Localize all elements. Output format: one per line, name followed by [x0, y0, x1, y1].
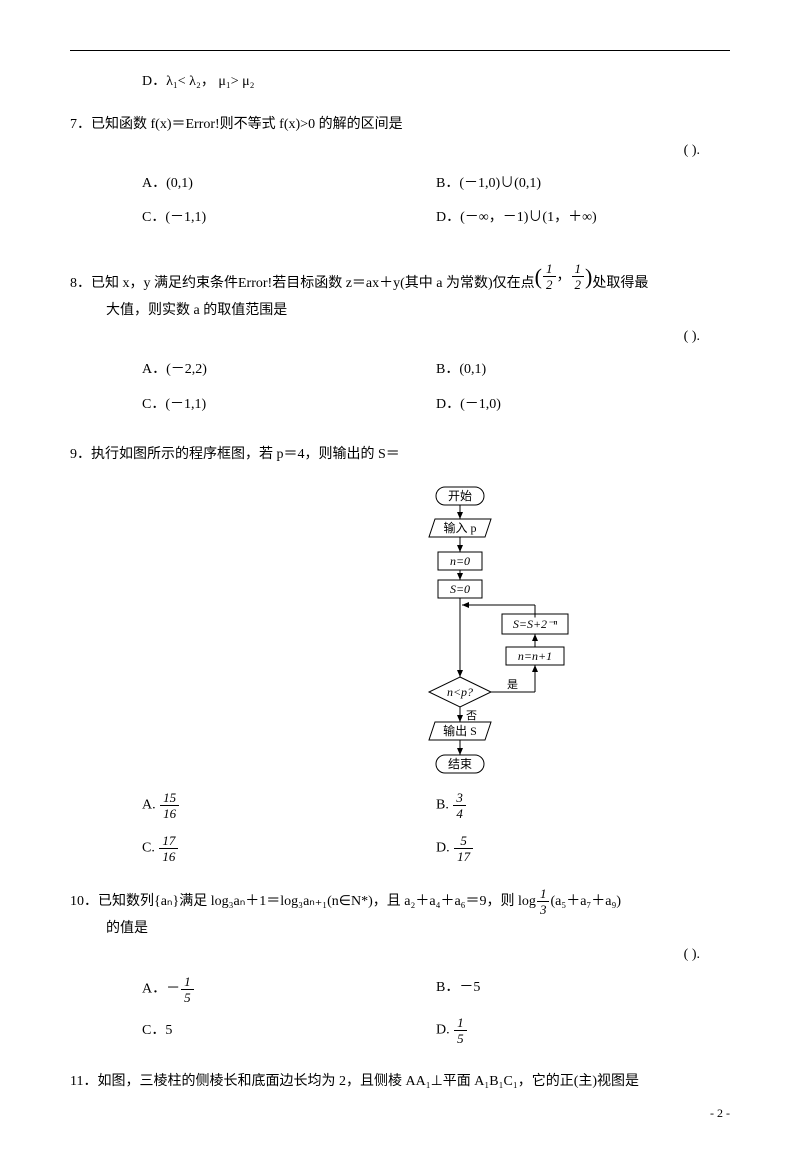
q10-text3: 的值是 [106, 916, 730, 943]
q9-optA: A. 1516 [142, 791, 436, 820]
q10-logbase: 13 [537, 887, 550, 916]
top-rule [70, 50, 730, 51]
q7-optA: A．(0,1) [142, 171, 436, 198]
q10-text1: 已知数列{aₙ}满足 log₃aₙ＋1＝log₃aₙ₊₁(n∈N*)，且 a₂＋… [98, 889, 536, 916]
q10-optB: B．－5 [436, 975, 730, 1002]
q6-optD: D．λ₁< λ₂， μ₁> μ₂ [142, 69, 730, 96]
svg-text:否: 否 [466, 710, 477, 722]
q10-optD: D. 15 [436, 1016, 730, 1045]
q8-optB: B．(0,1) [436, 357, 730, 384]
q8-paren: ( ). [70, 324, 700, 351]
svg-text:n=0: n=0 [450, 554, 470, 568]
svg-text:是: 是 [507, 678, 518, 691]
q8-optA: A．(－2,2) [142, 357, 436, 384]
q7-optC: C．(－1,1) [142, 205, 436, 232]
q7-optD: D．(－∞，－1)∪(1，＋∞) [436, 205, 730, 232]
question-9: 9．执行如图所示的程序框图，若 p＝4，则输出的 S＝ 开始输入 p n=0 S=0… [70, 442, 730, 871]
q8-options: A．(－2,2) C．(－1,1) B．(0,1) D．(－1,0) [142, 357, 730, 426]
q9-optD: D. 517 [436, 834, 730, 863]
q10-optC: C．5 [142, 1018, 436, 1045]
q8-text2: 处取得最 [592, 271, 648, 298]
q8-text3: 大值，则实数 a 的取值范围是 [106, 298, 730, 325]
q10-options: A．－15 C．5 B．－5 D. 15 [142, 975, 730, 1053]
q8-num: 8． [70, 271, 91, 298]
svg-text:输入 p: 输入 p [443, 520, 476, 535]
question-8: 8． 已知 x，y 满足约束条件Error!若目标函数 z＝ax＋y(其中 a … [70, 256, 730, 426]
svg-text:开始: 开始 [448, 489, 472, 503]
question-11: 11．如图，三棱柱的侧棱长和底面边长均为 2，且侧棱 AA₁⊥平面 A₁B₁C₁… [70, 1069, 730, 1096]
q8-point: ( 12 ， 12 ) [535, 256, 593, 298]
question-7: 7．已知函数 f(x)＝Error!则不等式 f(x)>0 的解的区间是 ( )… [70, 112, 730, 240]
flowchart: 开始输入 pn=0S=0S=S+2⁻ⁿn=n+1n<p?输出 S结束是否 ( )… [380, 477, 730, 777]
q10-optA: A．－15 [142, 975, 436, 1004]
q7-options: A．(0,1) C．(－1,1) B．(－1,0)∪(0,1) D．(－∞，－1… [142, 171, 730, 240]
svg-text:S=0: S=0 [450, 582, 470, 596]
page-number: - 2 - [710, 1106, 730, 1121]
question-10: 10． 已知数列{aₙ}满足 log₃aₙ＋1＝log₃aₙ₊₁(n∈N*)，且… [70, 887, 730, 1053]
svg-text:n=n+1: n=n+1 [518, 649, 552, 663]
q9-num: 9． [70, 447, 91, 462]
q11-text: 如图，三棱柱的侧棱长和底面边长均为 2，且侧棱 AA₁⊥平面 A₁B₁C₁，它的… [97, 1074, 639, 1089]
q8-optD: D．(－1,0) [436, 392, 730, 419]
q9-optC: C. 1716 [142, 834, 436, 863]
q10-text2: (a₅＋a₇＋a₉) [550, 889, 621, 916]
q8-optC: C．(－1,1) [142, 392, 436, 419]
svg-text:S=S+2⁻ⁿ: S=S+2⁻ⁿ [513, 617, 558, 631]
q7-paren: ( ). [70, 138, 700, 165]
svg-text:结束: 结束 [448, 757, 472, 771]
q6-remainder: D．λ₁< λ₂， μ₁> μ₂ [70, 69, 730, 96]
q8-text1: 已知 x，y 满足约束条件Error!若目标函数 z＝ax＋y(其中 a 为常数… [91, 271, 535, 298]
q9-optB: B. 34 [436, 791, 730, 820]
q10-paren: ( ). [70, 942, 700, 969]
q7-optB: B．(－1,0)∪(0,1) [436, 171, 730, 198]
q7-text: 已知函数 f(x)＝Error!则不等式 f(x)>0 的解的区间是 [91, 117, 403, 132]
q9-text: 执行如图所示的程序框图，若 p＝4，则输出的 S＝ [91, 447, 400, 462]
q11-num: 11． [70, 1074, 97, 1089]
svg-text:n<p?: n<p? [447, 685, 473, 699]
q9-options: A. 1516 C. 1716 B. 34 D. 517 [142, 791, 730, 871]
q7-num: 7． [70, 117, 91, 132]
svg-text:输出 S: 输出 S [443, 723, 477, 738]
q10-num: 10． [70, 889, 98, 916]
